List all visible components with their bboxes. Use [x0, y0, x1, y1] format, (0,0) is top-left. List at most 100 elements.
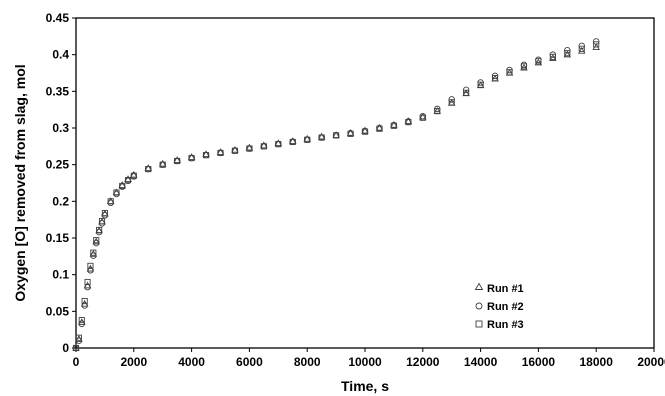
legend-triangle-marker	[474, 282, 484, 290]
x-tick-label: 16000	[522, 355, 556, 369]
legend-entry-run-3: Run #3	[475, 319, 524, 331]
data-point	[78, 317, 85, 324]
y-tick-label: 0.2	[52, 194, 69, 208]
data-point	[124, 177, 132, 184]
data-point	[390, 120, 398, 128]
y-tick-label: 0.25	[46, 158, 70, 172]
data-point	[113, 189, 120, 196]
series-run-3	[72, 41, 600, 352]
y-tick-label: 0	[62, 341, 69, 355]
data-point	[87, 267, 94, 274]
x-axis-title: Time, s	[341, 378, 389, 394]
data-point	[118, 181, 127, 188]
data-point	[506, 69, 513, 76]
data-point	[463, 89, 470, 96]
data-point	[578, 45, 585, 52]
y-tick-label: 0.45	[46, 11, 70, 25]
x-tick-label: 0	[73, 355, 80, 369]
data-point	[231, 147, 239, 154]
data-point	[145, 166, 152, 173]
data-point	[98, 218, 106, 225]
data-point	[303, 134, 311, 142]
y-axis: 0 0.05 0.1 0.15 0.2 0.25 0.3 0.35 0.4 0.45	[46, 11, 76, 355]
data-point	[361, 126, 369, 134]
data-point	[361, 128, 369, 135]
data-point	[549, 54, 557, 61]
data-point	[187, 153, 196, 160]
x-tick-label: 8000	[294, 355, 321, 369]
data-point	[347, 130, 354, 137]
data-point	[72, 344, 80, 352]
data-point	[563, 50, 572, 58]
data-point	[202, 150, 210, 158]
data-point	[593, 41, 600, 48]
x-tick-label: 4000	[178, 355, 205, 369]
data-point	[492, 75, 499, 82]
data-point	[376, 125, 383, 132]
y-tick-label: 0.3	[52, 121, 69, 135]
data-point	[81, 298, 88, 305]
data-point	[304, 136, 311, 143]
data-point	[158, 159, 167, 167]
data-point	[124, 175, 132, 182]
data-point	[390, 122, 397, 129]
data-point	[216, 148, 225, 155]
x-tick-label: 12000	[406, 355, 440, 369]
legend-label-run-3: Run #3	[487, 319, 524, 331]
x-tick-label: 14000	[464, 355, 498, 369]
data-point	[96, 226, 103, 233]
data-point	[274, 139, 283, 147]
data-point	[231, 145, 239, 153]
data-point	[75, 335, 83, 342]
data-point	[346, 129, 355, 136]
data-point	[404, 117, 413, 125]
y-tick-label: 0.05	[46, 304, 70, 318]
data-point	[84, 278, 91, 286]
data-point	[549, 53, 556, 60]
x-tick-label: 10000	[348, 355, 382, 369]
data-point	[90, 249, 97, 256]
series-layer	[72, 38, 600, 352]
data-point	[260, 143, 267, 150]
legend: Run #1 Run #2 Run #3	[474, 282, 524, 331]
data-point	[217, 149, 224, 156]
x-tick-label: 6000	[236, 355, 263, 369]
data-point	[577, 46, 586, 54]
data-point	[92, 237, 100, 245]
data-point	[289, 138, 296, 145]
legend-entry-run-1: Run #1	[474, 282, 524, 295]
data-point	[107, 198, 114, 205]
data-point	[130, 170, 138, 178]
data-point	[130, 172, 137, 179]
data-point	[78, 320, 86, 328]
data-point	[202, 152, 210, 159]
data-point	[434, 108, 441, 115]
data-point	[318, 134, 325, 141]
legend-square-marker	[475, 320, 483, 328]
data-point	[375, 123, 384, 131]
y-tick-label: 0.4	[52, 48, 69, 62]
data-point	[81, 302, 88, 309]
y-tick-label: 0.1	[52, 268, 69, 282]
data-point	[535, 58, 542, 65]
data-point	[275, 141, 282, 148]
data-point	[144, 164, 153, 171]
data-point	[119, 182, 126, 189]
data-point	[288, 137, 297, 144]
data-point	[245, 143, 254, 151]
data-point	[246, 145, 253, 152]
data-point	[477, 81, 484, 88]
legend-circle-marker	[475, 302, 483, 310]
y-axis-title: Oxygen [O] removed from slag, mol	[12, 64, 28, 301]
plot-area	[75, 17, 655, 349]
data-point	[419, 114, 426, 121]
data-point	[78, 318, 86, 325]
y-tick-label: 0.35	[46, 84, 70, 98]
legend-entry-run-2: Run #2	[475, 301, 524, 313]
data-point	[317, 132, 326, 140]
data-point	[159, 161, 166, 168]
legend-label-run-2: Run #2	[487, 301, 524, 313]
x-tick-label: 2000	[120, 355, 147, 369]
